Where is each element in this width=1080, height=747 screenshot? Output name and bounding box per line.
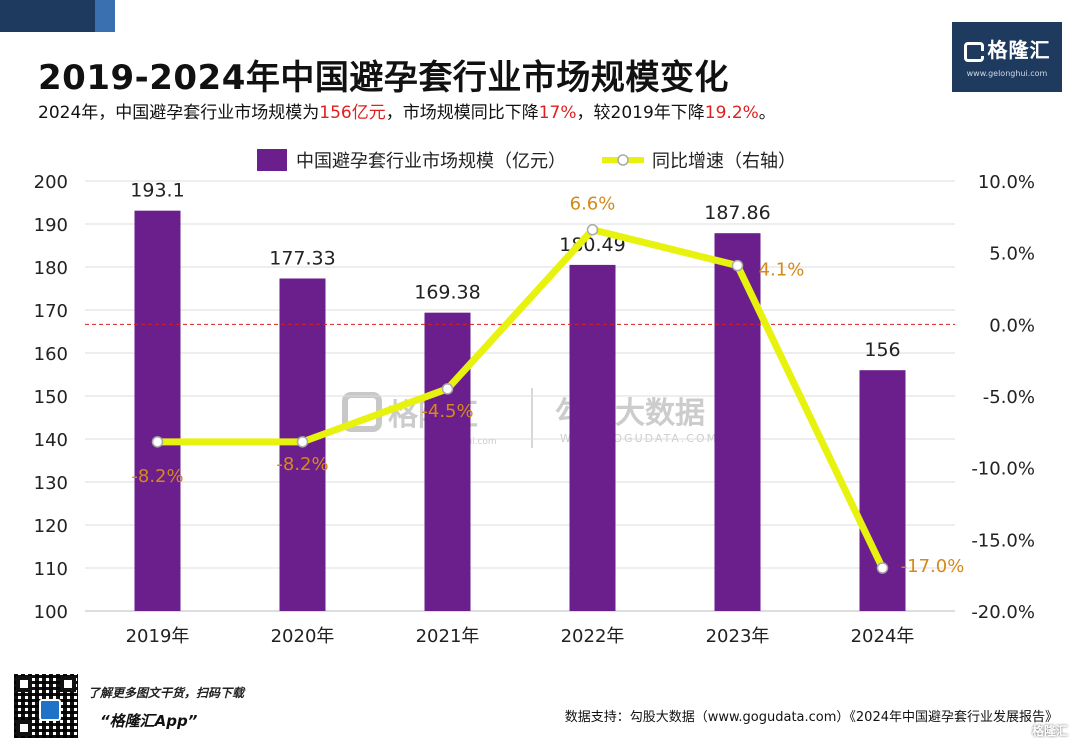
- growth-rate-point: [151, 436, 164, 448]
- subtitle-text-1: 2024年，中国避孕套行业市场规模为: [38, 103, 320, 123]
- qr-finder-top-left: [16, 676, 32, 692]
- subtitle-value-3: 19.2%: [704, 103, 759, 123]
- promo-text: 了解更多图文干货，扫码下载: [88, 686, 245, 700]
- subtitle-text-2: ，市场规模同比下降: [385, 103, 539, 123]
- bar-value-label: 177.33: [269, 247, 335, 269]
- growth-rate-point: [731, 259, 744, 272]
- legend-line-marker: [617, 154, 629, 166]
- subtitle-text-4: 。: [758, 103, 776, 123]
- right-axis-tick-label: 0.0%: [989, 315, 1035, 336]
- left-axis-tick-label: 190: [34, 215, 68, 236]
- right-axis-tick-label: -20.0%: [971, 602, 1035, 623]
- left-axis-tick-label: 170: [34, 301, 68, 322]
- chart-title: 2019-2024年中国避孕套行业市场规模变化: [38, 58, 729, 98]
- bar-value-label: 187.86: [704, 202, 770, 224]
- right-axis-tick-label: 5.0%: [989, 244, 1035, 265]
- logo-name: 格隆汇: [987, 38, 1051, 62]
- growth-rate-label: -4.5%: [421, 401, 473, 422]
- bar: [134, 210, 181, 612]
- x-axis-tick-label: 2020年: [271, 626, 335, 647]
- logo-icon: [963, 41, 984, 62]
- bar: [424, 312, 471, 611]
- growth-rate-label: 4.1%: [759, 260, 805, 281]
- right-axis-tick-label: -10.0%: [971, 459, 1035, 480]
- qr-finder-top-right: [60, 676, 76, 692]
- bar: [569, 264, 616, 611]
- left-axis-tick-label: 100: [34, 602, 68, 623]
- qr-finder-bottom-left: [16, 720, 32, 736]
- chart-subtitle: 2024年，中国避孕套行业市场规模为156亿元，市场规模同比下降17%，较201…: [38, 98, 776, 123]
- growth-rate-point: [296, 436, 309, 448]
- bar-value-label: 193.1: [130, 180, 184, 202]
- growth-rate-label: -17.0%: [901, 556, 965, 577]
- brand-logo: 格隆汇 www.gelonghui.com: [952, 22, 1062, 92]
- subtitle-text-3: ，较2019年下降: [576, 103, 705, 123]
- left-axis-tick-label: 120: [34, 516, 68, 537]
- bar-value-label: 169.38: [414, 282, 480, 304]
- right-axis-tick-label: 10.0%: [978, 172, 1035, 193]
- right-axis-tick-label: -5.0%: [983, 387, 1035, 408]
- growth-rate-line: [154, 226, 886, 572]
- legend-line-label: 同比增速（右轴）: [652, 151, 796, 172]
- promo-app-name: “格隆汇App”: [100, 712, 198, 730]
- left-axis-tick-label: 200: [34, 172, 68, 193]
- growth-rate-point: [876, 562, 889, 574]
- top-bar-decoration: [0, 0, 95, 32]
- left-axis-tick-label: 130: [34, 473, 68, 494]
- growth-rate-label: 6.6%: [570, 194, 616, 215]
- growth-rate-label: -8.2%: [276, 454, 328, 475]
- growth-rate-point: [441, 383, 454, 395]
- bar-value-label: 156: [864, 339, 900, 361]
- corner-watermark: 格隆汇: [1031, 724, 1068, 738]
- left-axis-tick-label: 150: [34, 387, 68, 408]
- growth-rate-label: -8.2%: [131, 466, 183, 487]
- qr-code: [12, 672, 80, 740]
- x-axis-tick-label: 2019年: [126, 626, 190, 647]
- legend-bar-swatch: [257, 149, 287, 171]
- left-axis-tick-label: 180: [34, 258, 68, 279]
- x-axis-tick-label: 2022年: [561, 626, 625, 647]
- legend-bar-label: 中国避孕套行业市场规模（亿元）: [296, 151, 566, 172]
- x-axis-tick-label: 2023年: [706, 626, 770, 647]
- bar: [859, 370, 906, 611]
- top-bar-accent: [95, 0, 115, 32]
- qr-logo-icon: [39, 699, 61, 721]
- left-axis-tick-label: 110: [34, 559, 68, 580]
- bar: [714, 233, 761, 611]
- x-axis-tick-label: 2024年: [851, 626, 915, 647]
- subtitle-value-1: 156亿元: [319, 103, 386, 123]
- left-axis-tick-label: 140: [34, 430, 68, 451]
- data-source: 数据支持：勾股大数据（www.gogudata.com）《2024年中国避孕套行…: [564, 710, 1058, 725]
- x-axis-tick-label: 2021年: [416, 626, 480, 647]
- left-axis-tick-label: 160: [34, 344, 68, 365]
- right-axis-tick-label: -15.0%: [971, 530, 1035, 551]
- logo-url: www.gelonghui.com: [966, 69, 1048, 78]
- subtitle-value-2: 17%: [538, 103, 577, 123]
- growth-rate-point: [586, 223, 599, 236]
